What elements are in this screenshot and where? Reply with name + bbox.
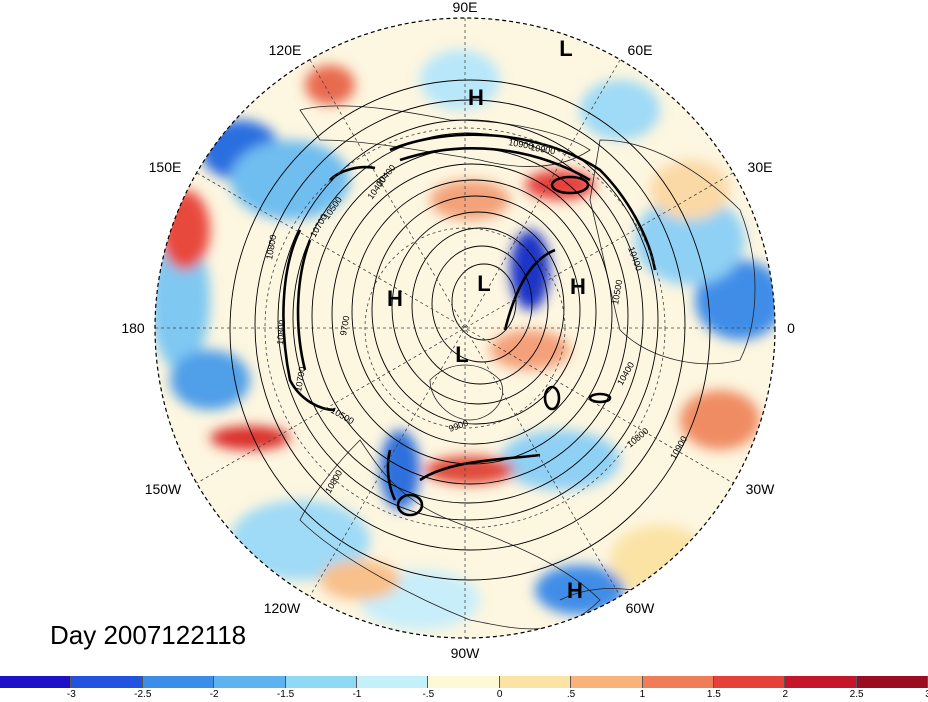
colorbar-segment — [214, 676, 286, 688]
contour-label: 10900 — [508, 137, 534, 151]
contour-label: 9700 — [338, 315, 351, 336]
lon-label-30w: 30W — [746, 481, 776, 497]
lon-label-60w: 60W — [626, 600, 656, 616]
colorbar-segment — [142, 676, 215, 688]
high-center: H — [387, 286, 403, 311]
low-center: L — [559, 36, 572, 61]
colorbar-tick-label: -2.5 — [134, 689, 152, 700]
colorbar-segment — [428, 676, 500, 688]
plot-title: Day 2007122118 — [50, 620, 247, 650]
contour-label: 10800 — [264, 234, 278, 260]
graticule — [155, 18, 775, 638]
colorbar-segment — [71, 676, 143, 688]
polar-map: 90E 60E 30E 0 30W 60W 90W 120W 150W 180 … — [121, 0, 795, 661]
colorbar-segment — [856, 676, 928, 688]
contour-labels: 10900 10500 10400 9700 10400 10800 9900 … — [264, 137, 689, 495]
lon-label-30e: 30E — [748, 159, 773, 175]
colorbar-tick-label: -2 — [209, 689, 219, 700]
high-center: H — [468, 85, 484, 110]
contour-label: 10800 — [275, 319, 287, 345]
colorbar-tick-label: 1 — [639, 689, 646, 700]
high-center: H — [570, 274, 586, 299]
lon-label-0: 0 — [787, 320, 795, 336]
map-boundary — [154, 17, 776, 639]
colorbar-tick-label: .5 — [566, 689, 576, 700]
colorbar-segment — [642, 676, 714, 688]
pressure-centers: L H L H H L H — [387, 36, 586, 603]
colorbar-tick-label: -3 — [66, 689, 76, 700]
lon-label-180: 180 — [121, 320, 145, 336]
lon-label-150e: 150E — [149, 159, 182, 175]
colorbar-segment — [713, 676, 786, 688]
colorbar-segment — [285, 676, 357, 688]
colorbar-tick-label: 3 — [925, 689, 928, 700]
lon-label-60e: 60E — [628, 42, 653, 58]
colorbar-tick-label: -1.5 — [276, 689, 295, 700]
jet-contours — [282, 133, 657, 517]
colorbar-segment — [499, 676, 572, 688]
colorbar-segment — [785, 676, 857, 688]
high-center: H — [567, 578, 583, 603]
low-center: L — [455, 342, 468, 367]
colorbar-segment — [571, 676, 643, 688]
lon-label-90e: 90E — [453, 0, 478, 15]
height-contours — [229, 79, 711, 581]
lon-label-120e: 120E — [269, 42, 302, 58]
lon-label-120w: 120W — [264, 600, 301, 616]
colorbar-labels: -3 -2.5 -2 -1.5 -1 -.5 0 .5 1 1.5 2 2.5 3 — [0, 689, 928, 702]
colorbar-tick-label: -1 — [352, 689, 362, 700]
longitude-labels: 90E 60E 30E 0 30W 60W 90W 120W 150W 180 … — [121, 0, 795, 661]
colorbar-segment — [356, 676, 429, 688]
colorbar-tick-label: -.5 — [422, 689, 435, 700]
colorbar-tick-label: 2.5 — [849, 689, 864, 700]
colorbar-segment — [0, 676, 72, 688]
contour-label: 10900 — [530, 142, 556, 156]
contour-label: 10700 — [293, 366, 307, 392]
anomaly-field — [155, 18, 775, 638]
lon-label-150w: 150W — [145, 481, 182, 497]
colorbar — [0, 676, 928, 688]
low-center: L — [477, 271, 490, 296]
lon-label-90w: 90W — [451, 645, 481, 661]
colorbar-tick-label: 2 — [782, 689, 788, 700]
contour-label: 10500 — [610, 279, 624, 305]
colorbar-tick-label: 1.5 — [706, 689, 721, 700]
colorbar-tick-label: 0 — [496, 689, 503, 700]
